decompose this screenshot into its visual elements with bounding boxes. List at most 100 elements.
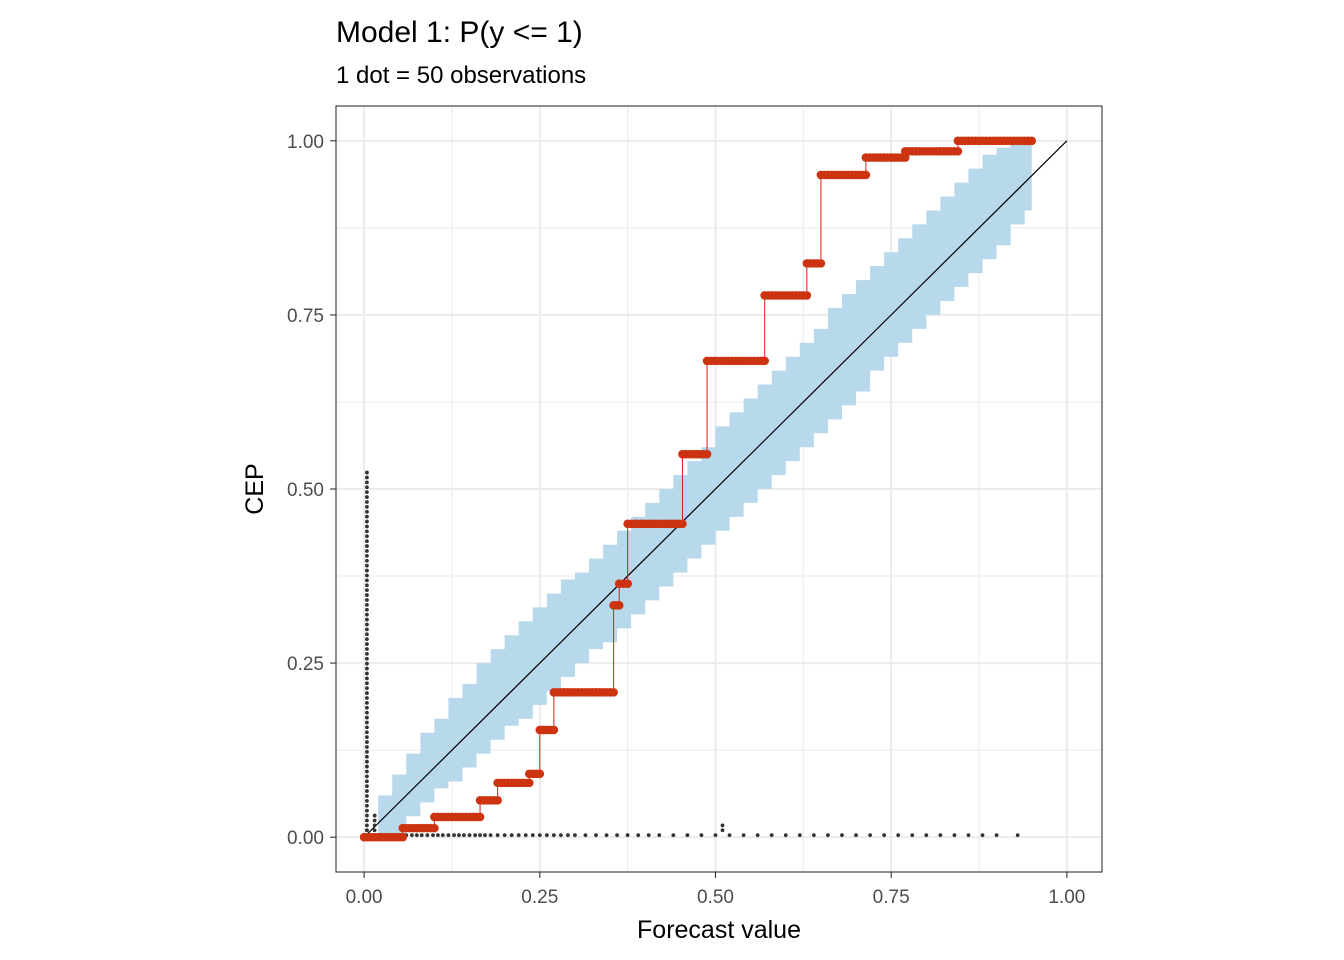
histogram-dot [365, 598, 369, 602]
histogram-dot [769, 833, 774, 838]
histogram-dot [365, 769, 369, 774]
histogram-dot [488, 833, 493, 838]
histogram-dot [966, 833, 971, 838]
histogram-dot [462, 833, 466, 838]
histogram-dot [720, 828, 725, 833]
histogram-dot [811, 833, 816, 838]
histogram-dot [365, 529, 369, 534]
histogram-dot [365, 490, 369, 495]
histogram-dot [365, 593, 369, 597]
histogram-dot [516, 833, 521, 838]
histogram-dot [365, 509, 369, 514]
y-axis: 0.00 0.25 0.50 0.75 1.00 [287, 132, 336, 849]
histogram-dot [646, 833, 651, 838]
cep-point [535, 769, 545, 779]
histogram-dot [365, 470, 369, 475]
histogram-dot [365, 480, 369, 485]
histogram-dot [365, 534, 369, 539]
histogram-dot [840, 833, 844, 838]
histogram-dot [365, 720, 369, 725]
histogram-dot [365, 637, 369, 642]
cep-point [614, 600, 624, 610]
histogram-dot [365, 745, 369, 749]
histogram-dot [365, 563, 369, 568]
histogram-dot [365, 519, 369, 524]
histogram-dot [365, 681, 369, 686]
cep-point [678, 519, 687, 529]
histogram-dot [854, 833, 858, 838]
histogram-dot [741, 833, 746, 838]
histogram-dot [365, 602, 369, 607]
chart-title: Model 1: P(y <= 1) [336, 16, 583, 49]
cep-series [359, 136, 1037, 842]
histogram-dot [467, 833, 472, 838]
histogram-dot [365, 539, 369, 544]
histogram-dot [537, 833, 542, 838]
histogram-dot [365, 730, 369, 735]
histogram-dot [365, 740, 369, 744]
histogram-dot [365, 715, 369, 720]
cep-point [760, 356, 769, 366]
histogram-dot [573, 833, 577, 838]
x-tick-label: 0.50 [697, 887, 734, 908]
histogram-dot [994, 833, 999, 838]
histogram-dot [583, 833, 588, 838]
y-tick-label: 0.50 [287, 480, 324, 501]
histogram-dot [509, 833, 514, 838]
histogram-dot [783, 833, 788, 838]
cep-point [493, 795, 502, 805]
cep-point [702, 449, 712, 459]
histogram-dot [365, 627, 369, 632]
histogram-dot [365, 764, 369, 769]
histogram-dot [365, 794, 369, 798]
cep-point [861, 170, 871, 180]
y-tick-label: 0.75 [287, 306, 324, 327]
y-tick-label: 1.00 [287, 132, 324, 153]
histogram-dot [1015, 833, 1020, 838]
x-tick-label: 1.00 [1048, 887, 1085, 908]
histogram-dot [365, 754, 369, 759]
histogram-dot [365, 622, 369, 627]
histogram-dot [544, 833, 549, 838]
histogram-dot [365, 749, 369, 754]
histogram-dot [604, 833, 609, 838]
histogram-dot [495, 833, 500, 838]
histogram-dot [797, 833, 802, 838]
plot-panel [335, 105, 1103, 873]
histogram-dot [365, 642, 369, 646]
histogram-dot [365, 686, 369, 691]
histogram-dot [365, 651, 369, 656]
cep-point [1027, 136, 1037, 146]
histogram-dot [952, 833, 957, 838]
y-tick-label: 0.25 [287, 654, 324, 675]
histogram-dot [372, 823, 377, 828]
histogram-dot [615, 833, 620, 838]
histogram-dot [365, 607, 369, 612]
histogram-dot [365, 500, 369, 504]
cep-point [475, 812, 485, 822]
histogram-dot [551, 833, 556, 838]
histogram-dot [365, 671, 369, 676]
histogram-dot [566, 833, 570, 838]
histogram-dot [558, 833, 563, 838]
cep-point [900, 153, 910, 162]
cep-point [623, 579, 632, 589]
cep-point [802, 291, 812, 300]
histogram-dot [365, 661, 369, 666]
histogram-dot [365, 495, 369, 499]
histogram-dot [713, 833, 718, 838]
x-tick-label: 0.25 [521, 887, 558, 908]
x-tick-label: 0.75 [873, 887, 910, 908]
histogram-dot [365, 632, 369, 637]
histogram-dot [365, 475, 369, 480]
cep-point [816, 259, 826, 268]
histogram-dot [365, 813, 369, 818]
histogram-dot [523, 833, 528, 838]
histogram-dot [372, 813, 377, 818]
histogram-dot [685, 833, 690, 838]
histogram-dot [868, 833, 872, 838]
histogram-dot [365, 647, 369, 651]
histogram-dot [594, 833, 598, 838]
histogram-dot [365, 568, 369, 573]
histogram-dot [365, 558, 369, 563]
